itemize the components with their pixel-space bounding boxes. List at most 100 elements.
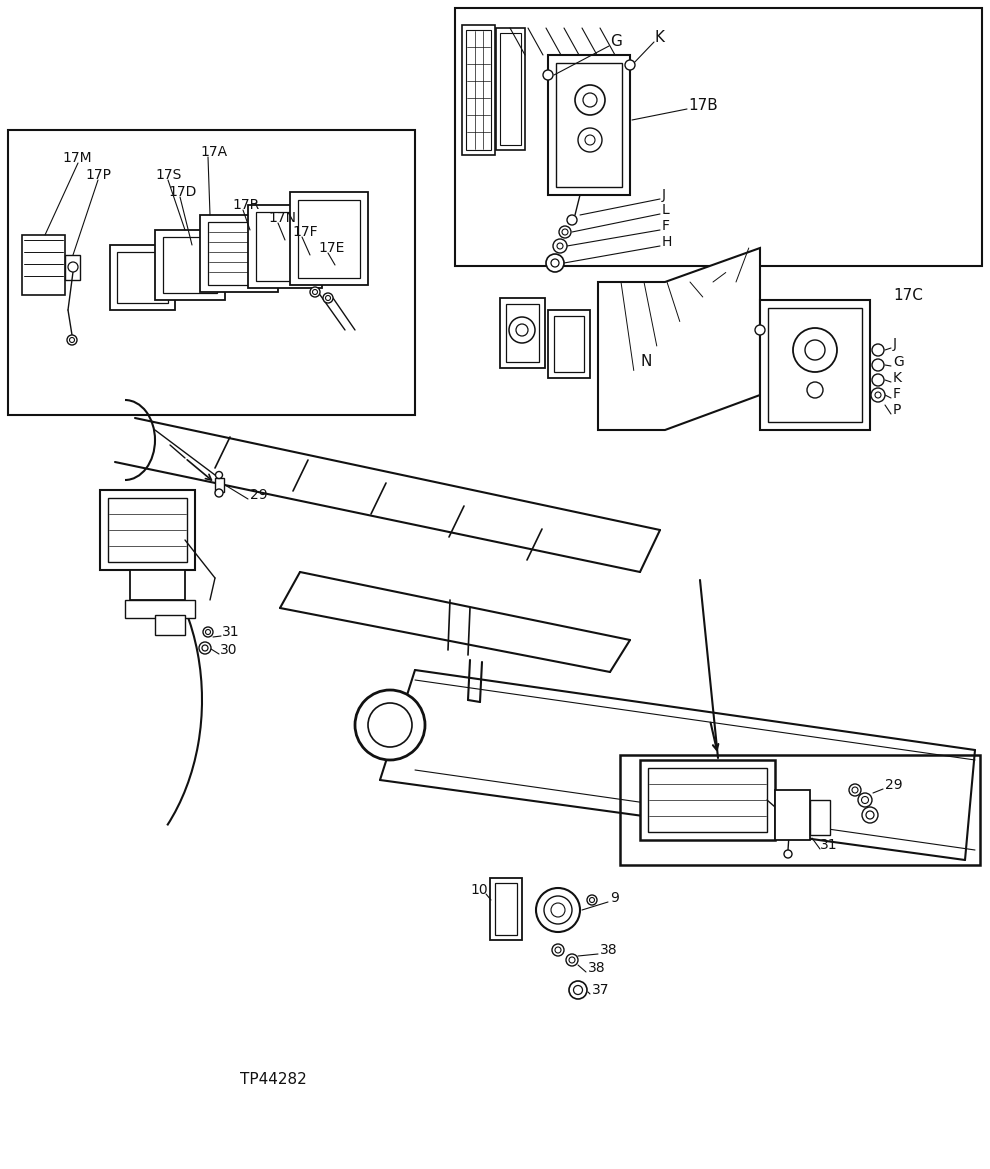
Text: G: G bbox=[893, 355, 904, 369]
Text: N: N bbox=[640, 354, 651, 369]
Circle shape bbox=[583, 94, 597, 108]
Text: F: F bbox=[893, 387, 901, 401]
Text: P: P bbox=[893, 403, 901, 417]
Circle shape bbox=[573, 985, 582, 995]
Circle shape bbox=[872, 344, 884, 357]
Circle shape bbox=[861, 796, 868, 803]
Polygon shape bbox=[100, 490, 195, 570]
Polygon shape bbox=[500, 33, 521, 145]
Polygon shape bbox=[490, 878, 522, 940]
Circle shape bbox=[849, 784, 861, 796]
Circle shape bbox=[784, 850, 792, 858]
Text: 29: 29 bbox=[885, 779, 903, 793]
Polygon shape bbox=[775, 790, 810, 841]
Circle shape bbox=[546, 254, 564, 272]
Text: 17B: 17B bbox=[688, 97, 718, 112]
Circle shape bbox=[553, 238, 567, 253]
Text: G: G bbox=[610, 35, 622, 49]
Circle shape bbox=[578, 127, 602, 152]
Circle shape bbox=[516, 324, 528, 336]
Circle shape bbox=[569, 981, 587, 999]
Circle shape bbox=[755, 325, 765, 336]
Text: 17D: 17D bbox=[168, 185, 196, 199]
Polygon shape bbox=[208, 222, 270, 285]
Circle shape bbox=[871, 388, 885, 402]
Circle shape bbox=[858, 793, 872, 807]
Polygon shape bbox=[554, 316, 584, 372]
Circle shape bbox=[567, 215, 577, 224]
Polygon shape bbox=[155, 615, 185, 635]
Circle shape bbox=[805, 340, 825, 360]
Circle shape bbox=[68, 262, 78, 272]
Polygon shape bbox=[130, 570, 185, 600]
Polygon shape bbox=[163, 237, 217, 293]
Circle shape bbox=[575, 85, 605, 115]
Circle shape bbox=[543, 70, 553, 79]
Circle shape bbox=[585, 134, 595, 145]
Text: 17R: 17R bbox=[232, 198, 259, 212]
Polygon shape bbox=[248, 205, 322, 288]
Circle shape bbox=[562, 229, 568, 235]
Bar bbox=[455, 8, 982, 267]
Circle shape bbox=[206, 629, 211, 635]
Circle shape bbox=[569, 957, 575, 963]
Text: 10: 10 bbox=[470, 883, 488, 897]
Circle shape bbox=[199, 642, 211, 653]
Text: L: L bbox=[662, 203, 670, 217]
Polygon shape bbox=[548, 55, 630, 195]
Text: 17M: 17M bbox=[62, 151, 92, 165]
Circle shape bbox=[355, 690, 425, 760]
Bar bbox=[620, 755, 980, 865]
Circle shape bbox=[589, 898, 595, 902]
Circle shape bbox=[862, 807, 878, 823]
Circle shape bbox=[587, 895, 597, 905]
Polygon shape bbox=[462, 25, 495, 155]
Polygon shape bbox=[22, 235, 65, 295]
Circle shape bbox=[872, 374, 884, 386]
Polygon shape bbox=[500, 298, 545, 368]
Text: 17E: 17E bbox=[318, 241, 345, 255]
Polygon shape bbox=[548, 310, 590, 378]
Circle shape bbox=[323, 293, 333, 303]
Circle shape bbox=[202, 645, 208, 651]
Text: J: J bbox=[662, 188, 666, 202]
Circle shape bbox=[807, 382, 823, 397]
Circle shape bbox=[536, 888, 580, 932]
Polygon shape bbox=[256, 212, 314, 281]
Polygon shape bbox=[556, 63, 622, 187]
Circle shape bbox=[552, 945, 564, 956]
Circle shape bbox=[872, 359, 884, 371]
Polygon shape bbox=[65, 255, 80, 281]
Circle shape bbox=[67, 336, 77, 345]
Circle shape bbox=[866, 811, 874, 819]
Text: 31: 31 bbox=[820, 838, 838, 852]
Polygon shape bbox=[125, 600, 195, 618]
Polygon shape bbox=[117, 253, 168, 303]
Polygon shape bbox=[290, 192, 368, 285]
Circle shape bbox=[551, 260, 559, 267]
Text: 29: 29 bbox=[250, 487, 267, 502]
Text: 38: 38 bbox=[588, 961, 606, 975]
Text: 9: 9 bbox=[610, 891, 619, 905]
Polygon shape bbox=[598, 248, 760, 430]
Polygon shape bbox=[495, 883, 517, 935]
Circle shape bbox=[69, 338, 74, 343]
Circle shape bbox=[852, 787, 858, 793]
Circle shape bbox=[551, 902, 565, 916]
Polygon shape bbox=[215, 478, 224, 492]
Circle shape bbox=[566, 954, 578, 966]
Text: 17F: 17F bbox=[292, 224, 318, 238]
Text: 17N: 17N bbox=[268, 210, 296, 224]
Text: K: K bbox=[893, 371, 902, 385]
Polygon shape bbox=[155, 230, 225, 300]
Circle shape bbox=[557, 243, 563, 249]
Polygon shape bbox=[466, 30, 491, 150]
Text: K: K bbox=[655, 30, 665, 46]
Circle shape bbox=[625, 60, 635, 70]
Circle shape bbox=[875, 392, 881, 397]
Text: 37: 37 bbox=[592, 983, 610, 997]
Text: F: F bbox=[662, 219, 670, 233]
Text: 17A: 17A bbox=[200, 145, 227, 159]
Circle shape bbox=[313, 290, 318, 295]
Circle shape bbox=[509, 317, 535, 343]
